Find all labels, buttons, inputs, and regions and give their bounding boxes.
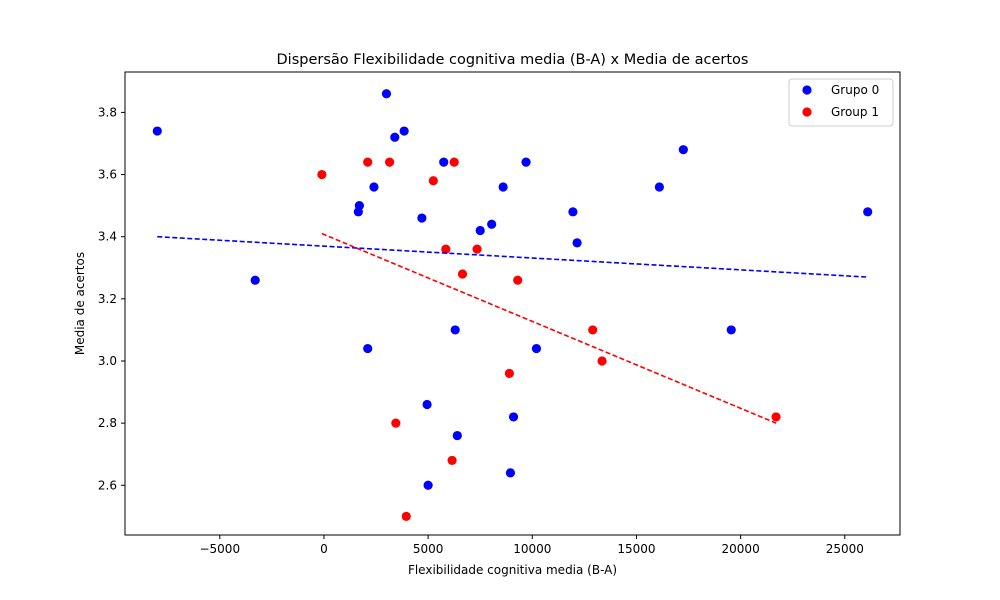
point-series-0-7	[439, 157, 449, 167]
plot-area	[152, 89, 873, 521]
point-series-0-1	[381, 89, 392, 99]
x-tick-label: 10000	[513, 542, 551, 556]
point-series-0-14	[572, 238, 582, 248]
point-series-1-12	[771, 412, 781, 422]
point-series-1-15	[401, 511, 411, 521]
y-tick-label: 2.6	[98, 478, 117, 492]
y-tick-label: 3.4	[98, 230, 117, 244]
point-series-0-23	[422, 399, 432, 410]
point-series-0-9	[498, 182, 508, 192]
x-tick-label: 15000	[617, 542, 655, 556]
point-series-0-4	[369, 182, 379, 192]
legend: Grupo 0 Group 1	[788, 78, 894, 127]
point-series-1-0	[317, 169, 327, 180]
point-series-0-18	[250, 275, 260, 285]
point-series-1-6	[472, 244, 482, 254]
chart-title: Dispersão Flexibilidade cognitiva media …	[277, 52, 749, 68]
point-series-1-5	[441, 244, 451, 254]
y-axis-label: Media de acertos	[73, 252, 87, 355]
point-series-0-13	[568, 207, 578, 217]
x-tick-label: 0	[320, 542, 328, 556]
point-series-0-20	[726, 325, 736, 335]
point-series-0-0	[152, 126, 162, 136]
point-series-0-26	[505, 468, 516, 478]
legend-marker-series-1	[802, 107, 812, 117]
point-series-1-14	[447, 455, 457, 466]
x-tick-label: 5000	[413, 542, 444, 556]
point-series-0-25	[452, 430, 462, 441]
y-tick-label: 3.2	[98, 292, 117, 306]
y-tick-label: 3.6	[98, 168, 117, 182]
point-series-0-16	[475, 225, 485, 236]
y-tick-label: 3.8	[98, 105, 117, 119]
point-series-1-2	[384, 157, 395, 167]
y-tick-label: 3.0	[98, 354, 117, 368]
point-series-1-9	[588, 325, 598, 335]
point-series-1-7	[457, 269, 468, 279]
point-series-0-27	[423, 480, 433, 490]
x-tick-label: 20000	[722, 542, 760, 556]
x-axis-label: Flexibilidade cognitiva media (B-A)	[408, 563, 617, 577]
x-axis: −5000 0 5000 10000 15000 20000 25000	[199, 535, 864, 556]
legend-marker-series-0	[802, 85, 812, 95]
point-series-0-2	[390, 132, 400, 142]
point-series-0-17	[487, 219, 497, 229]
point-series-1-11	[504, 368, 514, 379]
legend-box	[788, 78, 894, 127]
point-series-0-3	[399, 126, 409, 136]
point-series-0-21	[363, 343, 373, 354]
point-series-0-22	[531, 343, 542, 354]
point-series-0-24	[508, 412, 519, 422]
plot-frame	[124, 71, 901, 536]
x-tick-label: −5000	[199, 542, 240, 556]
x-tick-label: 25000	[826, 542, 864, 556]
point-series-0-12	[863, 207, 873, 217]
point-series-0-15	[417, 213, 427, 223]
trend-line-series-1	[321, 232, 777, 424]
point-series-1-8	[513, 275, 523, 285]
trend-line-series-0	[157, 235, 868, 278]
point-series-0-11	[654, 182, 664, 192]
legend-label-series-0: Grupo 0	[831, 83, 879, 97]
point-series-0-8	[521, 157, 531, 167]
point-series-0-10	[678, 145, 688, 155]
point-series-0-6	[353, 207, 363, 217]
point-series-1-3	[449, 157, 459, 167]
point-series-1-10	[597, 356, 607, 366]
point-series-1-4	[428, 176, 438, 186]
point-series-1-13	[391, 418, 401, 428]
legend-label-series-1: Group 1	[831, 105, 879, 119]
y-tick-label: 2.8	[98, 416, 117, 430]
y-axis: 2.6 2.8 3.0 3.2 3.4 3.6 3.8	[98, 105, 125, 492]
point-series-1-1	[363, 157, 373, 167]
point-series-0-19	[450, 325, 460, 335]
